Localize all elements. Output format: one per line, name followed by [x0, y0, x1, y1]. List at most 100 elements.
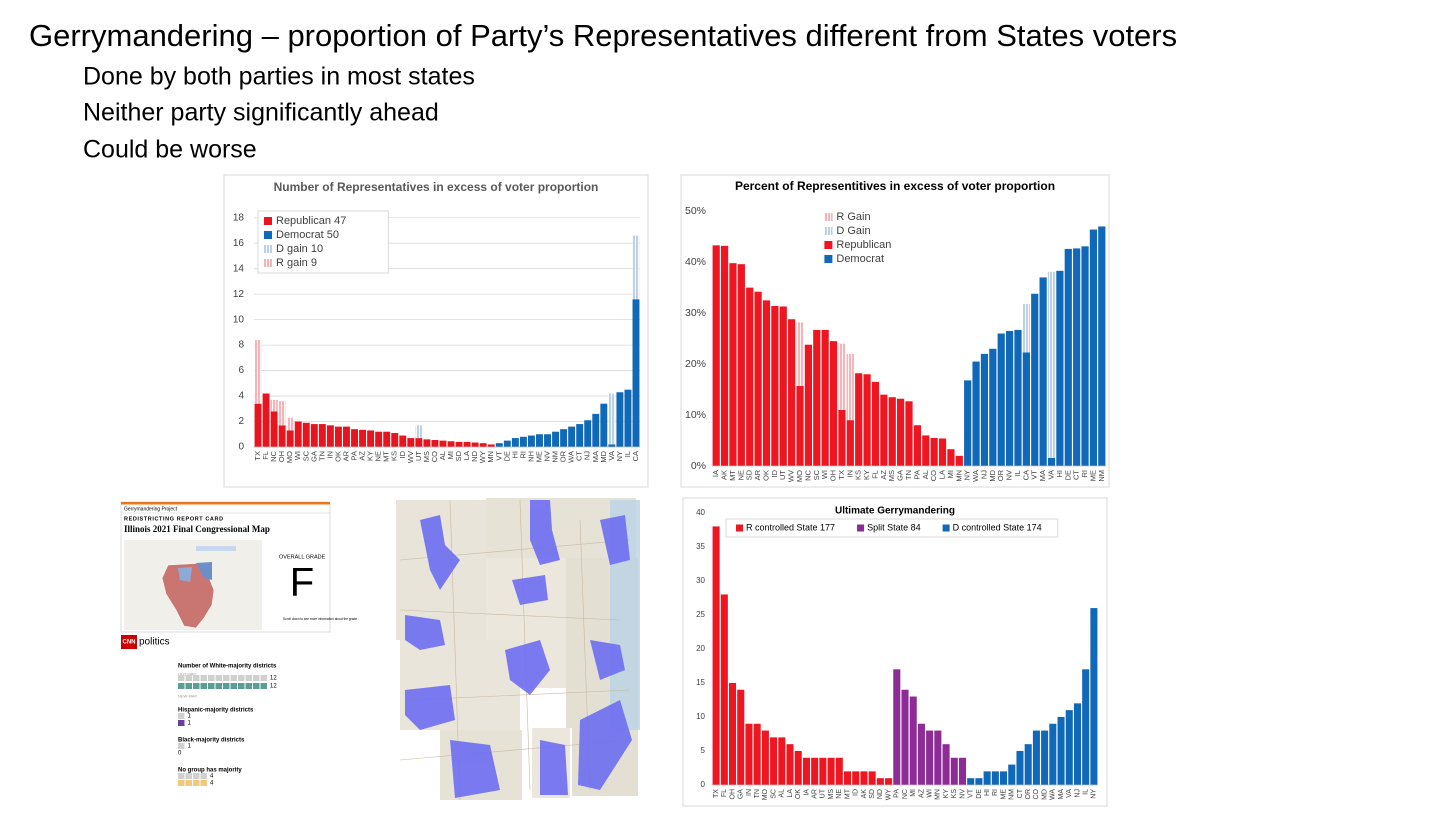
- count-square: [185, 683, 192, 689]
- bar: [905, 401, 913, 466]
- chart-title: Percent of Representitives in excess of …: [735, 179, 1055, 193]
- bar: [616, 392, 624, 447]
- bar: [286, 417, 294, 431]
- bar: [1090, 608, 1098, 785]
- bar: [254, 403, 262, 447]
- legend-label: Split State 84: [867, 522, 921, 532]
- x-tick-label: NY: [1091, 789, 1098, 799]
- x-tick-label: KS: [951, 789, 958, 799]
- bar: [584, 420, 592, 447]
- count-square: [200, 773, 207, 779]
- bar: [503, 440, 511, 447]
- x-tick-label: MO: [795, 470, 804, 482]
- x-tick-label: LA: [787, 789, 794, 798]
- x-tick-label: MA: [1038, 470, 1047, 481]
- x-tick-label: DE: [502, 451, 511, 461]
- x-tick-label: KY: [943, 789, 950, 799]
- count-square: [185, 773, 192, 779]
- bar: [326, 425, 334, 447]
- x-tick-label: UT: [820, 788, 827, 798]
- x-tick-label: DE: [976, 789, 983, 799]
- y-tick-label: 16: [233, 238, 245, 249]
- x-tick-label: VA: [607, 451, 616, 460]
- legend-swatch: [264, 231, 272, 239]
- legend-label: Republican 47: [276, 215, 346, 227]
- legend: Republican 47 Democrat 50 D gain 10 R gain …: [257, 210, 389, 274]
- bar: [463, 441, 471, 447]
- bar: [1041, 730, 1049, 785]
- count-square: [178, 773, 185, 779]
- bar: [278, 425, 286, 447]
- x-tick-label: MS: [422, 451, 431, 462]
- bar: [737, 264, 745, 466]
- y-tick-label: 30: [696, 576, 705, 585]
- group-label: Number of White-majority districts: [178, 664, 277, 670]
- legend-label: Democrat: [836, 253, 884, 265]
- x-tick-label: MD: [988, 469, 997, 481]
- bar: [893, 669, 901, 785]
- bar: [343, 426, 350, 447]
- x-tick-label: NE: [836, 789, 843, 799]
- bar: [624, 389, 632, 447]
- bar: [786, 744, 794, 785]
- bar: [254, 340, 262, 404]
- count-square: [178, 720, 185, 726]
- bar: [934, 730, 942, 785]
- bar: [975, 778, 983, 785]
- bar: [955, 455, 963, 466]
- x-tick-label: MO: [762, 788, 769, 800]
- bar: [415, 438, 423, 447]
- y-tick-label: 14: [233, 263, 245, 274]
- y-tick-label: 10: [233, 314, 245, 325]
- x-tick-label: WA: [971, 470, 980, 482]
- bar: [846, 353, 854, 421]
- bar: [942, 744, 950, 785]
- legend-label: D controlled State 174: [953, 522, 1042, 532]
- count-square: [178, 780, 185, 786]
- x-tick-label: MT: [728, 470, 737, 481]
- x-tick-label: RI: [1080, 470, 1089, 478]
- legend-label: Democrat 50: [276, 229, 339, 241]
- y-tick-label: 20%: [685, 358, 706, 370]
- x-tick-label: VT: [1030, 470, 1039, 480]
- bar: [479, 443, 487, 447]
- bar: [811, 757, 819, 785]
- x-tick-label: FL: [870, 470, 879, 479]
- bar: [487, 444, 495, 447]
- x-tick-label: OR: [1025, 789, 1032, 800]
- x-tick-label: AR: [753, 469, 762, 480]
- x-tick-label: SD: [454, 450, 463, 461]
- bar: [1022, 303, 1030, 353]
- bar: [1057, 716, 1065, 785]
- bar: [897, 398, 905, 466]
- bar: [972, 361, 980, 466]
- x-tick-label: NV: [543, 451, 552, 461]
- x-tick-label: WI: [820, 470, 829, 479]
- x-tick-label: OR: [996, 469, 1005, 481]
- x-tick-label: VT: [494, 451, 503, 461]
- x-tick-label: NJ: [1074, 789, 1081, 798]
- bar: [1065, 710, 1073, 785]
- bar: [788, 319, 796, 466]
- x-tick-label: ID: [853, 789, 860, 796]
- y-tick-label: 2: [238, 416, 244, 427]
- legend-frame: [257, 210, 389, 274]
- x-tick-label: IN: [845, 470, 854, 478]
- bar: [270, 399, 278, 412]
- x-tick-label: NJ: [583, 451, 592, 460]
- x-tick-label: IL: [1083, 789, 1090, 795]
- x-tick-label: MO: [285, 451, 294, 463]
- cnn-logo-bg: [121, 635, 137, 649]
- bar: [737, 689, 745, 785]
- count-square: [260, 683, 267, 689]
- y-tick-label: 5: [701, 746, 706, 755]
- bar: [383, 431, 391, 447]
- count-square: [238, 683, 245, 689]
- y-tick-label: 15: [696, 678, 705, 687]
- x-tick-label: TX: [713, 789, 720, 798]
- bar: [909, 696, 917, 785]
- bar: [712, 245, 720, 466]
- legend-swatch: [942, 524, 950, 532]
- x-tick-label: NV: [959, 789, 966, 799]
